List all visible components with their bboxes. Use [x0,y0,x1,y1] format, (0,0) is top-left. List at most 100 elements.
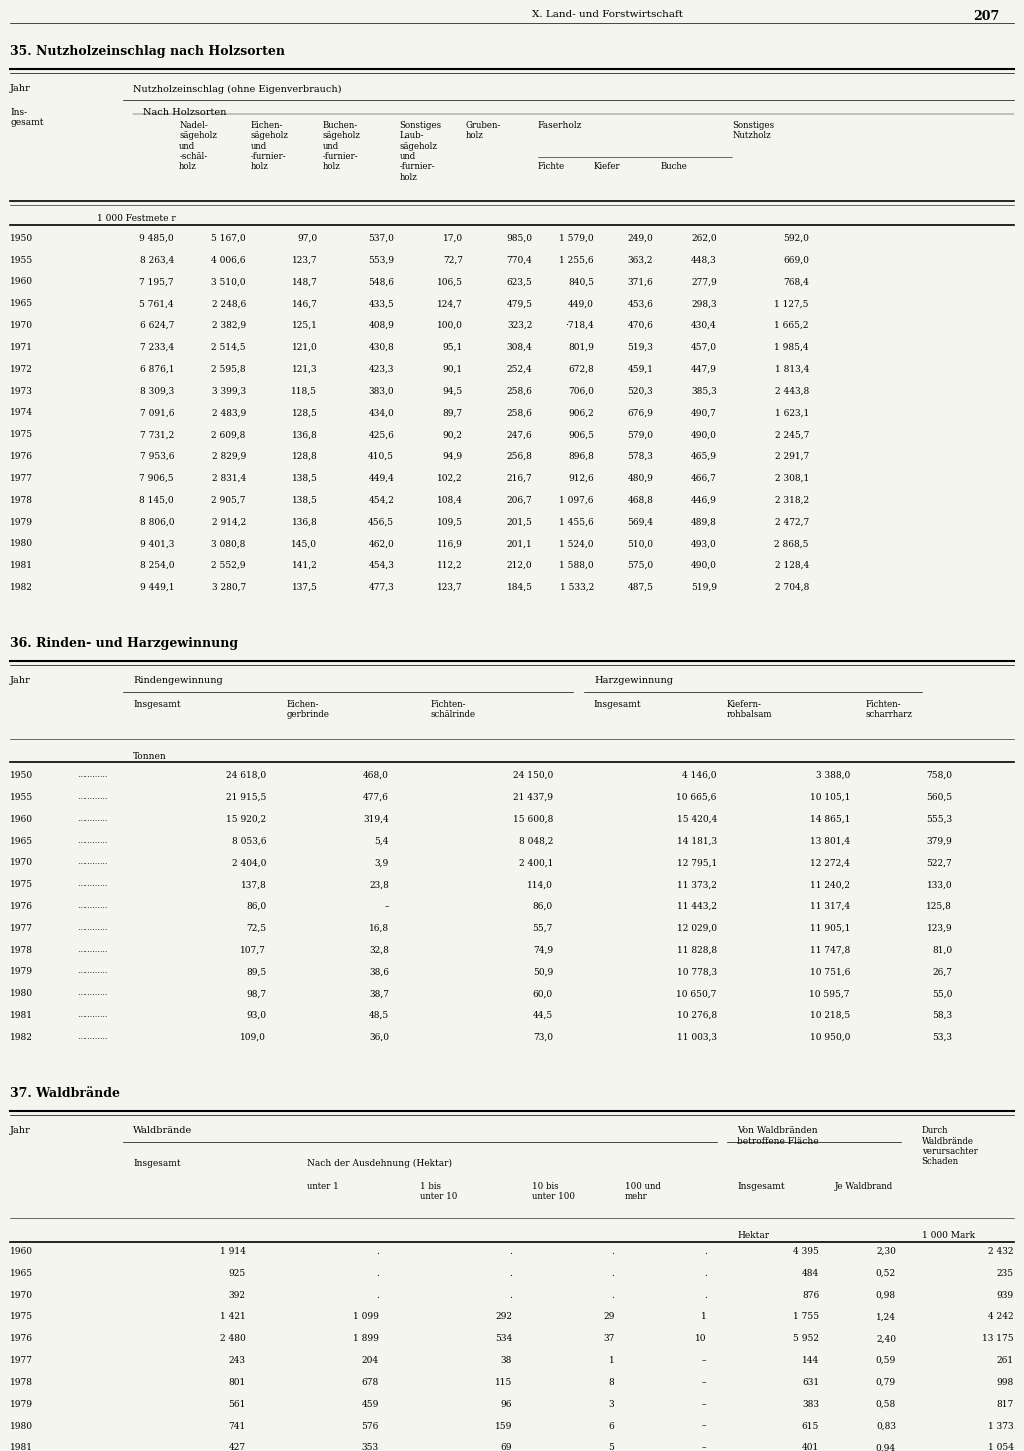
Text: 493,0: 493,0 [691,540,717,548]
Text: 100 und
mehr: 100 und mehr [625,1183,660,1201]
Text: Insgesamt: Insgesamt [737,1183,785,1191]
Text: 3 399,3: 3 399,3 [212,386,246,396]
Text: Gruben-
holz: Gruben- holz [466,120,501,141]
Text: 123,7: 123,7 [437,583,463,592]
Text: 1982: 1982 [10,1033,33,1042]
Text: 89,7: 89,7 [442,408,463,418]
Text: 8: 8 [608,1378,614,1387]
Text: 86,0: 86,0 [532,903,553,911]
Text: …………: ………… [77,990,108,997]
Text: 925: 925 [228,1268,246,1278]
Text: 16,8: 16,8 [369,924,389,933]
Text: 118,5: 118,5 [292,386,317,396]
Text: 7 906,5: 7 906,5 [139,474,174,483]
Text: 0,59: 0,59 [876,1357,896,1365]
Text: 17,0: 17,0 [442,234,463,242]
Text: 410,5: 410,5 [369,453,394,461]
Text: 1970: 1970 [10,859,33,868]
Text: 1970: 1970 [10,1291,33,1300]
Text: 96: 96 [501,1400,512,1409]
Text: 261: 261 [996,1357,1014,1365]
Text: 466,7: 466,7 [691,474,717,483]
Text: 8 806,0: 8 806,0 [139,518,174,527]
Text: 109,0: 109,0 [241,1033,266,1042]
Text: 487,5: 487,5 [628,583,653,592]
Text: Eichen-
gerbrinde: Eichen- gerbrinde [287,699,330,720]
Text: 1 127,5: 1 127,5 [774,299,809,308]
Text: 116,9: 116,9 [437,540,463,548]
Text: .: . [703,1246,707,1257]
Text: 672,8: 672,8 [568,364,594,374]
Text: 107,7: 107,7 [241,946,266,955]
Text: 23,8: 23,8 [370,881,389,889]
Text: 2 514,5: 2 514,5 [211,342,246,353]
Text: 10 751,6: 10 751,6 [810,968,850,977]
Text: 1975: 1975 [10,431,34,440]
Text: 93,0: 93,0 [246,1011,266,1020]
Text: 1 524,0: 1 524,0 [559,540,594,548]
Text: 1981: 1981 [10,1444,33,1451]
Text: 138,5: 138,5 [292,474,317,483]
Text: 555,3: 555,3 [926,814,952,824]
Text: Nach der Ausdehnung (Hektar): Nach der Ausdehnung (Hektar) [307,1159,453,1168]
Text: 252,4: 252,4 [507,364,532,374]
Text: 9 485,0: 9 485,0 [139,234,174,242]
Text: 480,9: 480,9 [628,474,653,483]
Text: 3 280,7: 3 280,7 [212,583,246,592]
Text: 579,0: 579,0 [628,431,653,440]
Text: 90,1: 90,1 [442,364,463,374]
Text: 38,7: 38,7 [369,990,389,998]
Text: 2 308,1: 2 308,1 [775,474,809,483]
Text: 125,1: 125,1 [292,321,317,331]
Text: 592,0: 592,0 [783,234,809,242]
Text: 2 245,7: 2 245,7 [774,431,809,440]
Text: 1955: 1955 [10,255,34,264]
Text: 37. Waldbrände: 37. Waldbrände [10,1087,120,1100]
Text: 12 272,4: 12 272,4 [810,859,850,868]
Text: 363,2: 363,2 [628,255,653,264]
Text: 2 829,9: 2 829,9 [212,453,246,461]
Text: …………: ………… [77,924,108,932]
Text: 262,0: 262,0 [691,234,717,242]
Text: 2,40: 2,40 [876,1335,896,1344]
Text: 1950: 1950 [10,234,34,242]
Text: 136,8: 136,8 [292,518,317,527]
Text: 11 003,3: 11 003,3 [677,1033,717,1042]
Text: Buchen-
sägeholz
und
-furnier-
holz: Buchen- sägeholz und -furnier- holz [323,120,360,171]
Text: Insgesamt: Insgesamt [133,1159,181,1168]
Text: 8 309,3: 8 309,3 [140,386,174,396]
Text: 423,3: 423,3 [369,364,394,374]
Text: 1977: 1977 [10,924,33,933]
Text: 106,5: 106,5 [437,277,463,286]
Text: Kiefern-
rohbalsam: Kiefern- rohbalsam [727,699,772,720]
Text: 449,0: 449,0 [568,299,594,308]
Text: 137,5: 137,5 [292,583,317,592]
Text: Fichten-
scharrharz: Fichten- scharrharz [865,699,912,720]
Text: 457,0: 457,0 [691,342,717,353]
Text: …………: ………… [77,792,108,801]
Text: Jahr: Jahr [10,84,31,93]
Text: 448,3: 448,3 [691,255,717,264]
Text: 8 263,4: 8 263,4 [140,255,174,264]
Text: 74,9: 74,9 [532,946,553,955]
Text: 1973: 1973 [10,386,33,396]
Text: 1960: 1960 [10,277,33,286]
Text: 6 876,1: 6 876,1 [139,364,174,374]
Text: 10 778,3: 10 778,3 [677,968,717,977]
Text: Rindengewinnung: Rindengewinnung [133,676,223,685]
Text: 7 233,4: 7 233,4 [140,342,174,353]
Text: 0,58: 0,58 [876,1400,896,1409]
Text: Ins-
gesamt: Ins- gesamt [10,107,44,128]
Text: 146,7: 146,7 [292,299,317,308]
Text: 3 388,0: 3 388,0 [816,770,850,781]
Text: Kiefer: Kiefer [594,163,621,171]
Text: 425,6: 425,6 [369,431,394,440]
Text: 5: 5 [608,1444,614,1451]
Text: 1 054: 1 054 [988,1444,1014,1451]
Text: 2 248,6: 2 248,6 [212,299,246,308]
Text: 9 449,1: 9 449,1 [139,583,174,592]
Text: 4 146,0: 4 146,0 [682,770,717,781]
Text: 8 048,2: 8 048,2 [518,837,553,846]
Text: 1,24: 1,24 [876,1313,896,1322]
Text: 204: 204 [361,1357,379,1365]
